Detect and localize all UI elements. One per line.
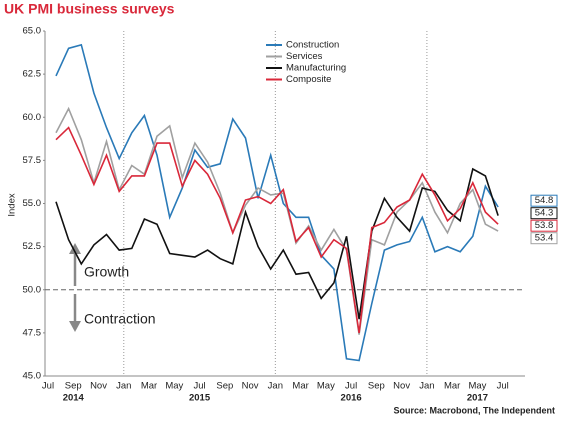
x-tick-label: May: [317, 381, 335, 392]
value-label-box: [530, 207, 558, 220]
y-tick-label: 50.0: [23, 284, 42, 295]
year-label: 2014: [63, 393, 85, 404]
series-line: [55, 126, 499, 334]
value-label-box: [530, 194, 558, 207]
year-label: 2015: [189, 393, 211, 404]
value-label: 54.3: [535, 208, 554, 219]
legend-label: Services: [286, 51, 323, 62]
value-label: 53.4: [535, 233, 554, 244]
y-tick-label: 55.0: [23, 198, 42, 209]
year-label: 2016: [341, 393, 362, 404]
x-tick-label: Mar: [292, 381, 308, 392]
annotation: Growth: [84, 264, 129, 280]
x-tick-label: Jan: [268, 381, 283, 392]
legend-label: Construction: [286, 40, 339, 51]
y-tick-label: 47.5: [23, 327, 42, 338]
x-tick-label: Nov: [242, 381, 259, 392]
series-line: [55, 167, 499, 320]
value-label: 54.8: [535, 195, 554, 206]
value-label: 53.8: [535, 220, 554, 231]
x-tick-label: Jul: [42, 381, 54, 392]
y-tick-label: 57.5: [23, 155, 42, 166]
x-tick-label: Nov: [393, 381, 410, 392]
contraction-arrow: [69, 294, 81, 332]
growth-arrow: [69, 243, 81, 286]
value-label-box: [530, 232, 558, 245]
source: Source: Macrobond, The Independent: [393, 405, 555, 415]
y-tick-label: 65.0: [23, 26, 42, 37]
x-tick-label: Jan: [116, 381, 131, 392]
x-tick-label: May: [165, 381, 183, 392]
x-tick-label: Sep: [216, 381, 233, 392]
x-tick-label: Sep: [368, 381, 385, 392]
annotation: Contraction: [84, 311, 156, 327]
x-tick-label: Mar: [444, 381, 460, 392]
x-tick-label: May: [468, 381, 486, 392]
x-tick-label: Jul: [497, 381, 509, 392]
x-tick-label: Jul: [345, 381, 357, 392]
chart-title: UK PMI business surveys: [4, 1, 175, 17]
y-tick-label: 45.0: [23, 371, 42, 382]
value-label-box: [530, 219, 558, 232]
x-tick-label: Mar: [141, 381, 157, 392]
series-line: [55, 106, 499, 335]
y-axis-label: Index: [7, 193, 18, 216]
y-tick-label: 62.5: [23, 69, 42, 80]
x-tick-label: Sep: [65, 381, 82, 392]
x-tick-label: Nov: [90, 381, 107, 392]
y-tick-label: 60.0: [23, 112, 42, 123]
legend-label: Manufacturing: [286, 63, 346, 74]
x-tick-label: Jan: [419, 381, 434, 392]
y-tick-label: 52.5: [23, 241, 42, 252]
x-tick-label: Jul: [193, 381, 205, 392]
legend-label: Composite: [286, 74, 331, 85]
year-label: 2017: [467, 393, 488, 404]
series-line: [55, 43, 499, 362]
